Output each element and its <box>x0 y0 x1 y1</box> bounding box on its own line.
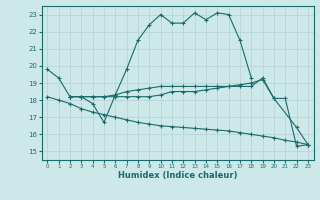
X-axis label: Humidex (Indice chaleur): Humidex (Indice chaleur) <box>118 171 237 180</box>
